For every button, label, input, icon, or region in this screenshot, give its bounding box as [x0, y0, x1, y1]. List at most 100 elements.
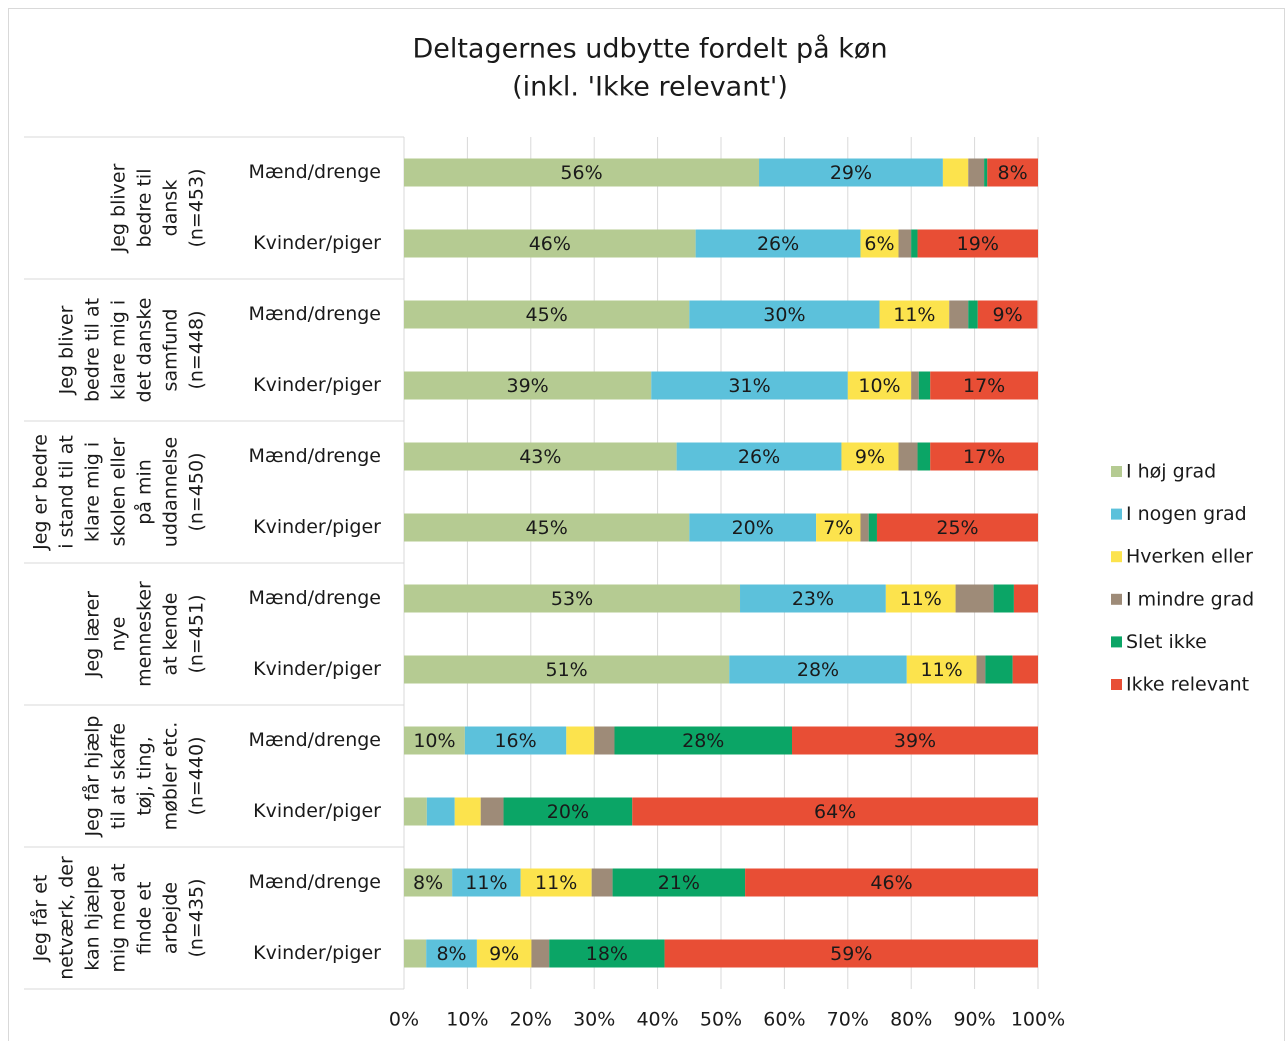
- bar-segment: [476, 939, 532, 968]
- bar-segment: [664, 939, 1038, 968]
- data-label: 6%: [864, 233, 894, 255]
- legend-swatch: [1111, 679, 1122, 690]
- bar-segment: [860, 229, 899, 258]
- data-label: 21%: [658, 872, 700, 894]
- bar-segment: [729, 655, 907, 684]
- bar-segment: [689, 513, 817, 542]
- y-tick-label: Mænd/drenge: [249, 445, 382, 467]
- chart-title: (inkl. 'Ikke relevant'): [512, 72, 788, 103]
- bar-segment: [549, 939, 665, 968]
- bar-segment: [404, 655, 730, 684]
- data-label: 56%: [560, 162, 602, 184]
- bar-segment: [594, 726, 615, 755]
- group-label: Jeg bliver: [56, 305, 78, 395]
- data-label: 45%: [526, 304, 568, 326]
- y-tick-label: Kvinder/piger: [253, 942, 381, 964]
- bar-segment: [1013, 584, 1038, 613]
- legend-label: Slet ikke: [1126, 631, 1207, 653]
- data-label: 64%: [814, 801, 856, 823]
- y-tick-label: Mænd/drenge: [249, 587, 382, 609]
- data-label: 23%: [792, 588, 834, 610]
- bar-segment: [404, 797, 427, 826]
- y-tick-label: Mænd/drenge: [249, 303, 382, 325]
- bar-segment: [955, 584, 994, 613]
- bar-segment: [452, 868, 521, 897]
- bar-segment: [404, 300, 690, 329]
- bar-segment: [404, 158, 760, 187]
- group-label: mig med at: [108, 863, 130, 972]
- data-label: 11%: [900, 588, 942, 610]
- data-label: 7%: [823, 517, 853, 539]
- bar-segment: [792, 726, 1038, 755]
- bar-segment: [689, 300, 880, 329]
- data-label: 43%: [519, 446, 561, 468]
- y-tick-label: Kvinder/piger: [253, 516, 381, 538]
- bar-segment: [503, 797, 633, 826]
- group-label: (n=440): [186, 736, 208, 815]
- legend-swatch: [1111, 551, 1122, 563]
- group-label: samfund: [160, 309, 182, 392]
- data-label: 20%: [547, 801, 589, 823]
- chart-title: Deltagernes udbytte fordelt på køn: [412, 34, 887, 65]
- bar-segment: [942, 158, 969, 187]
- bar-segment: [906, 655, 977, 684]
- group-label: at kende: [160, 593, 182, 676]
- x-tick-label: 70%: [827, 1009, 869, 1031]
- group-label: kan hjælpe: [82, 865, 104, 970]
- x-tick-label: 50%: [700, 1009, 742, 1031]
- x-tick-label: 40%: [636, 1009, 678, 1031]
- bar-segment: [404, 939, 427, 968]
- data-label: 11%: [893, 304, 935, 326]
- x-tick-label: 10%: [446, 1009, 488, 1031]
- x-tick-label: 20%: [510, 1009, 552, 1031]
- data-label: 26%: [738, 446, 780, 468]
- legend-swatch: [1111, 466, 1122, 477]
- bar-segment: [404, 442, 677, 471]
- y-tick-label: Kvinder/piger: [253, 800, 381, 822]
- group-label: Jeg er bedre: [30, 434, 52, 551]
- x-tick-label: 60%: [763, 1009, 805, 1031]
- bar-segment: [426, 939, 477, 968]
- bar-segment: [949, 300, 969, 329]
- bar-segment: [464, 726, 567, 755]
- group-label: dansk: [160, 180, 182, 237]
- data-label: 25%: [936, 517, 978, 539]
- data-label: 59%: [830, 943, 872, 965]
- legend-swatch: [1111, 508, 1122, 520]
- bar-segment: [740, 584, 886, 613]
- bar-segment: [426, 797, 455, 826]
- group-label: mennesker: [134, 581, 156, 687]
- bar-segment: [404, 726, 465, 755]
- bar-segment: [591, 868, 613, 897]
- data-label: 17%: [963, 446, 1005, 468]
- data-label: 8%: [436, 943, 466, 965]
- data-label: 10%: [413, 730, 455, 752]
- data-label: 9%: [855, 446, 885, 468]
- y-tick-label: Kvinder/piger: [253, 232, 381, 254]
- bar-segment: [676, 442, 842, 471]
- bar-segment: [520, 868, 592, 897]
- data-label: 16%: [494, 730, 536, 752]
- group-label: bedre til at: [82, 298, 104, 402]
- bar-segment: [968, 158, 985, 187]
- group-label: skolen eller: [108, 437, 130, 546]
- legend-label: I nogen grad: [1126, 503, 1247, 525]
- legend-label: Hverken eller: [1126, 546, 1253, 568]
- group-label: Jeg lærer: [82, 591, 104, 678]
- data-label: 45%: [526, 517, 568, 539]
- bar-segment: [917, 229, 1038, 258]
- bar-segment: [968, 300, 978, 329]
- group-label: nye: [108, 617, 130, 652]
- bar-segment: [531, 939, 550, 968]
- x-tick-label: 90%: [953, 1009, 995, 1031]
- bar-segment: [898, 442, 918, 471]
- group-label: (n=448): [186, 310, 208, 389]
- data-label: 8%: [998, 162, 1028, 184]
- group-label: (n=450): [186, 452, 208, 531]
- data-label: 10%: [858, 375, 900, 397]
- bar-segment: [977, 300, 1038, 329]
- bar-segment: [911, 229, 918, 258]
- group-label: tøj, ting,: [134, 736, 156, 815]
- group-label: klare mig i: [108, 300, 130, 400]
